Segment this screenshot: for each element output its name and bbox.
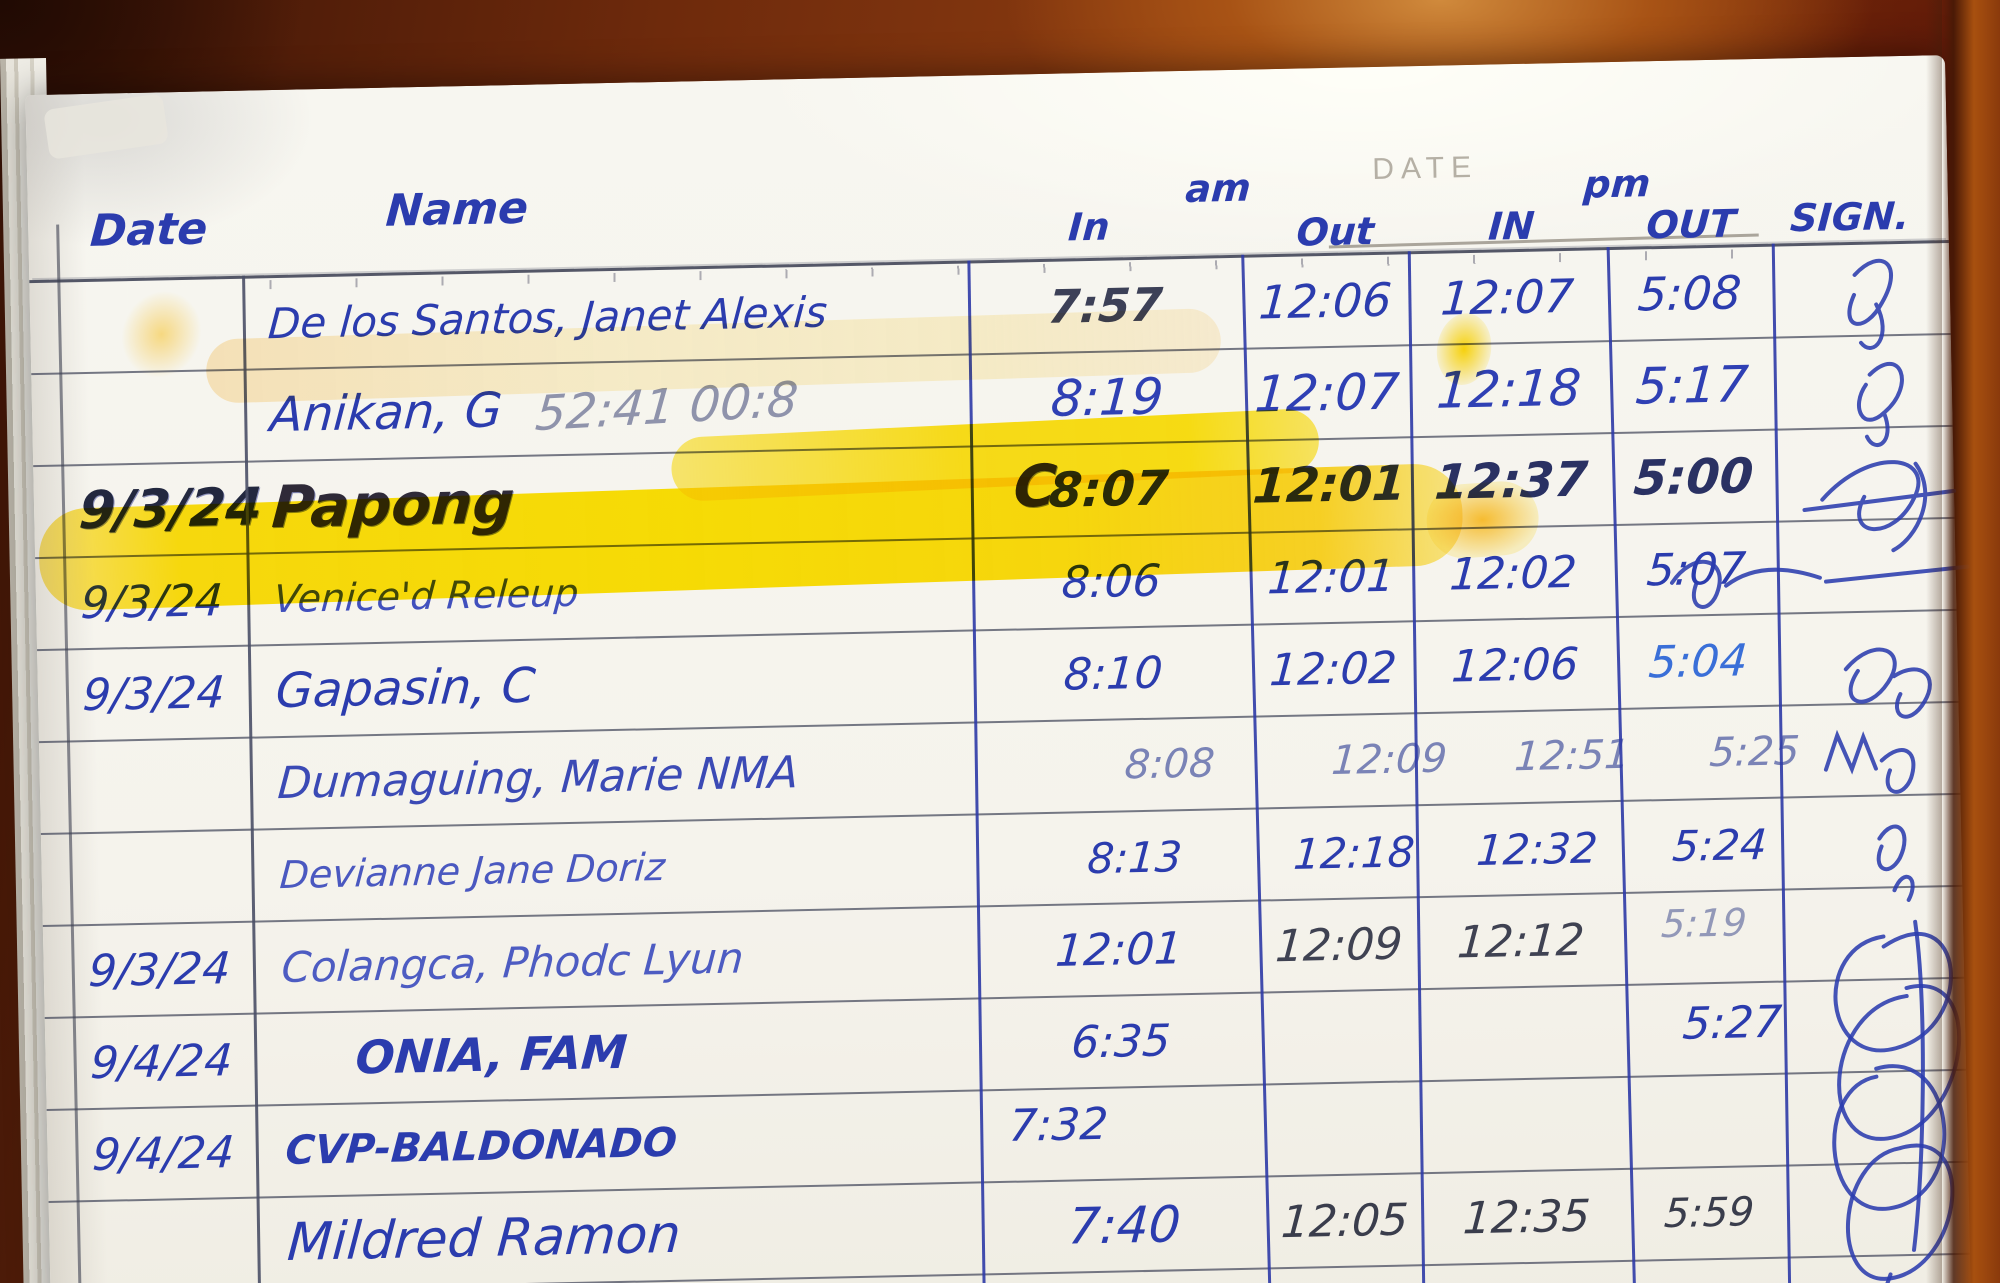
sign-cell <box>1769 243 1951 337</box>
pm-in-cell: 12:35 <box>1461 1190 1592 1244</box>
pm-in-cell: 12:02 <box>1448 546 1579 601</box>
name-cell: Devianne Jane Doriz <box>278 844 667 898</box>
pm-in-cell <box>1419 986 1626 1080</box>
pm-out-cell: 5:24 <box>1670 819 1769 871</box>
am-out-cell <box>1260 990 1422 1083</box>
am-in-cell: 8:13 <box>1085 831 1184 883</box>
page-corner-fold <box>43 93 170 160</box>
name-cell: Venice'd Releup <box>272 570 581 622</box>
am-in-cell: 12:01 <box>1053 922 1184 977</box>
am-in-cell: 7:57 <box>1046 277 1165 334</box>
am-in-cell: 8:07 <box>1047 460 1171 519</box>
am-out-cell <box>1265 1266 1427 1283</box>
column-header-out-pm: OUT <box>1645 201 1738 248</box>
pm-in-cell: 12:12 <box>1455 914 1587 968</box>
printed-date-label: DATE <box>1371 150 1479 187</box>
column-header-sign: SIGN. <box>1788 193 1911 241</box>
am-out-cell: 12:09 <box>1273 918 1404 972</box>
am-out-cell: 12:01 <box>1265 550 1396 604</box>
am-out-cell: 12:02 <box>1267 642 1398 696</box>
column-header-in-pm: IN <box>1487 203 1536 249</box>
name-cell: Colangca, Phodc Lyun <box>280 932 746 992</box>
wood-table-right-edge <box>1926 0 2000 1283</box>
name-cell: Mildred Ramon <box>285 1204 683 1274</box>
pm-in-cell <box>1421 1078 1628 1172</box>
pm-out-cell: 5:07 <box>1644 542 1747 596</box>
am-out-cell: 12:06 <box>1256 272 1394 330</box>
name-cell: Gapasin, C <box>274 657 538 720</box>
column-header-out-am: Out <box>1295 208 1376 255</box>
pm-in-cell: 12:07 <box>1439 268 1576 326</box>
attendance-table: De los Santos, Janet Alexis 7:57 12:06 1… <box>29 239 1973 1283</box>
column-header-am: am <box>1184 165 1253 211</box>
pm-out-cell: 5:59 <box>1662 1189 1756 1238</box>
am-in-cell: 8:10 <box>1061 646 1164 701</box>
pm-in-cell: 12:51 <box>1512 731 1632 781</box>
am-in-cell: 8:08 <box>1123 740 1217 789</box>
pm-in-cell: 12:37 <box>1433 451 1590 511</box>
name-cell: Papong C <box>269 451 1059 542</box>
name-cell: ONIA, FAM <box>353 1024 629 1085</box>
name-cell: CVP-BALDONADO <box>284 1119 679 1175</box>
pm-out-cell: 5:19 <box>1660 900 1749 947</box>
am-out-cell: 12:07 <box>1252 362 1401 424</box>
name-cell: Anikan, G 52:41 00:8 <box>268 371 801 444</box>
pm-in-cell: 12:18 <box>1435 358 1584 420</box>
pm-out-cell: 5:08 <box>1636 265 1744 322</box>
am-out-cell: 12:01 <box>1250 455 1408 515</box>
pm-out-cell: 5:00 <box>1632 448 1756 507</box>
am-in-cell: 7:32 <box>1007 1098 1110 1152</box>
column-header-date: Date <box>88 203 210 257</box>
pm-in-cell: 12:06 <box>1450 638 1581 693</box>
name-cell: Dumaguing, Marie NMA <box>276 746 801 809</box>
name-cell: De los Santos, Janet Alexis <box>266 286 829 348</box>
am-out-cell <box>1261 1082 1423 1175</box>
column-header-pm: pm <box>1582 161 1652 207</box>
am-in-cell: 8:19 <box>1048 367 1166 428</box>
pm-out-cell: 5:27 <box>1680 996 1783 1050</box>
pm-out-cell <box>1626 1075 1788 1168</box>
pencil-note: 52:41 00:8 <box>533 371 801 443</box>
am-out-cell: 12:05 <box>1279 1193 1410 1248</box>
pm-in-cell: 12:32 <box>1474 822 1600 875</box>
column-header-in-am: In <box>1066 204 1112 250</box>
pm-in-cell: 12:11 <box>1425 1262 1632 1283</box>
pm-out-cell: 5:25 <box>1708 728 1801 777</box>
pm-out-cell: 5:17 <box>1633 355 1750 416</box>
am-out-cell: 12:09 <box>1330 735 1449 785</box>
pm-out-cell: 5:04 <box>1646 634 1749 688</box>
am-in-cell: 8:06 <box>1059 555 1162 609</box>
am-in-cell: 6:35 <box>1069 1014 1172 1069</box>
notebook-page: Date Name am DATE pm In Out IN OUT SIGN.… <box>25 55 1973 1283</box>
column-header-name: Name <box>384 182 530 237</box>
am-in-cell: 7:40 <box>1066 1195 1183 1256</box>
am-out-cell: 12:18 <box>1292 826 1417 879</box>
pm-out-cell: 6:09 <box>1630 1259 1792 1283</box>
